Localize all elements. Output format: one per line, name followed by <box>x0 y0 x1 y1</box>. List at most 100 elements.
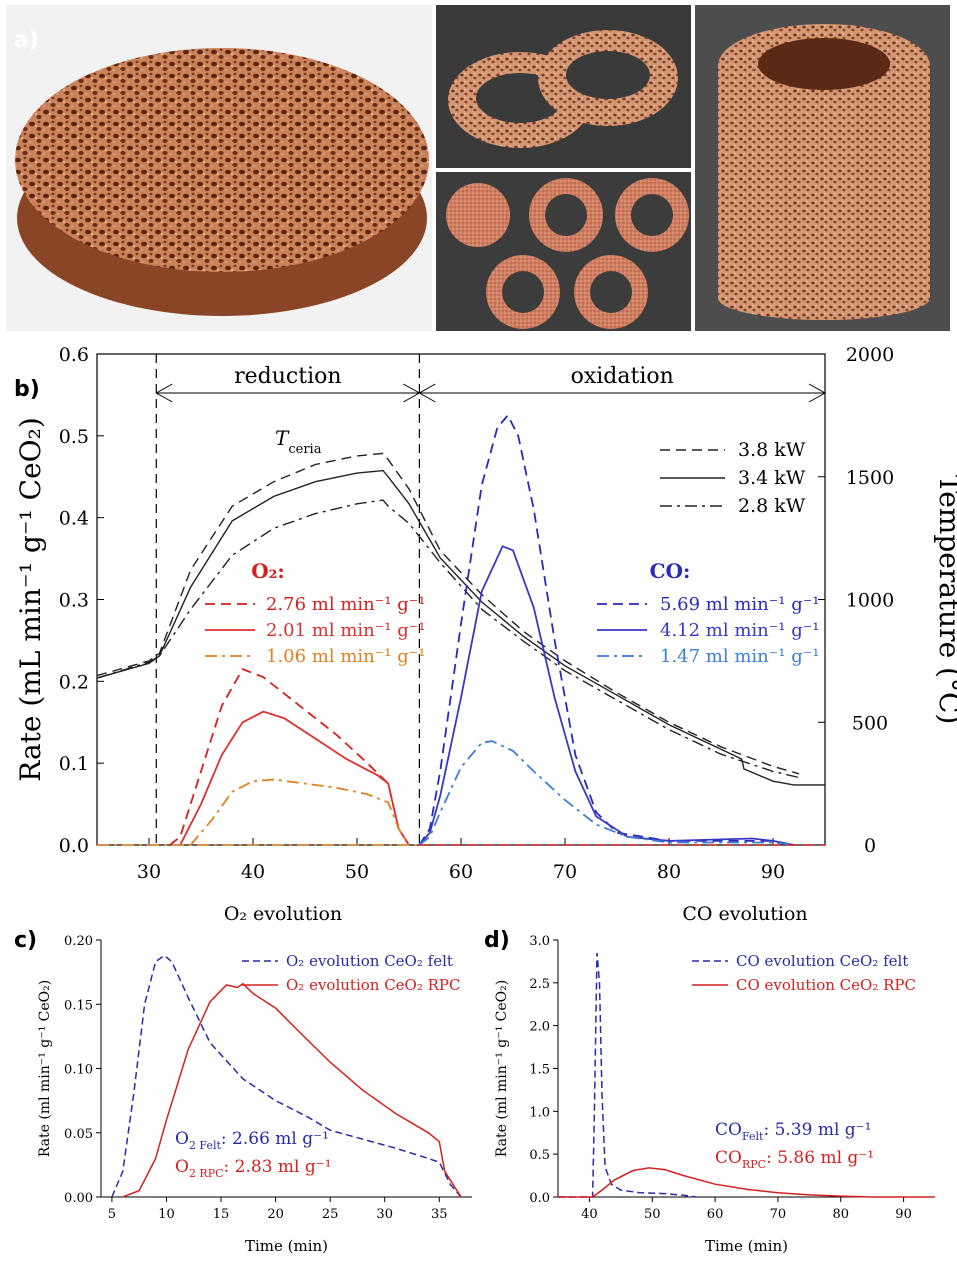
y-tick-label: 0.1 <box>59 753 89 775</box>
annotation-subscript: Felt <box>742 1130 764 1143</box>
co-legend-label: 5.69 ml min⁻¹ g⁻¹ <box>660 594 819 615</box>
x-tick-label: 60 <box>449 861 473 883</box>
felt-ring-hole <box>545 194 587 236</box>
y-tick-label: 0.2 <box>59 671 89 693</box>
y-tick-label: 2.0 <box>529 1020 550 1035</box>
annotation-species: O <box>175 1157 189 1177</box>
felt-ring-hole <box>590 271 632 313</box>
o2-legend-label: 1.06 ml min⁻¹ g⁻¹ <box>266 646 425 667</box>
series-line <box>122 982 462 1198</box>
panel-c-chart: O₂ evolution 5 10 15 20 25 30 35 0.00 0.05 0.10 0.1… <box>14 903 472 1255</box>
x-tick-label: 40 <box>581 1207 598 1222</box>
y-tick-label: 0.5 <box>529 1148 550 1163</box>
temp-symbol: T <box>275 426 290 450</box>
panel-d-chart: CO evolution 40 50 60 70 80 90 0.0 0.5 1.0 1.5 2.0 2… <box>484 903 935 1255</box>
foam-disk-top <box>15 48 429 272</box>
legend-label: O₂ evolution CeO₂ RPC <box>286 976 461 994</box>
x-tick-label: 20 <box>267 1207 284 1222</box>
y-tick-label: 1.5 <box>529 1063 550 1078</box>
annotation-value: : 2.83 ml g⁻¹ <box>224 1157 332 1177</box>
annotation-subscript: RPC <box>742 1158 766 1171</box>
annotation-value: : 5.39 ml g⁻¹ <box>763 1120 871 1140</box>
y-axis-label: Rate (mL min⁻¹ g⁻¹ CeO₂) <box>14 417 47 781</box>
y2-tick-label: 1000 <box>846 590 894 612</box>
felt-ring-hole <box>631 194 673 236</box>
oxidation-arrow-head-left <box>418 383 436 403</box>
integral-annotation: COFelt: 5.39 ml g⁻¹ <box>715 1120 871 1143</box>
legend-label: CO evolution CeO₂ RPC <box>736 976 916 994</box>
panel-label-a: a) <box>14 28 39 53</box>
x-tick-label: 90 <box>761 861 785 883</box>
y-tick-label: 1.0 <box>529 1105 550 1120</box>
co-legend-label: 1.47 ml min⁻¹ g⁻¹ <box>660 646 819 667</box>
y-tick-label: 3.0 <box>529 934 550 949</box>
series-line <box>558 1167 935 1198</box>
x-tick-label: 70 <box>553 861 577 883</box>
panel-title: O₂ evolution <box>224 903 342 925</box>
power-legend-label: 2.8 kW <box>738 495 806 517</box>
y-tick-label: 0.05 <box>64 1127 93 1142</box>
panel-a-photos: a) <box>6 5 950 331</box>
x-tick-label: 80 <box>657 861 681 883</box>
temperature-line-2.8kW <box>96 499 800 779</box>
oxidation-label: oxidation <box>571 364 674 389</box>
y-tick-label: 0.0 <box>529 1191 550 1206</box>
y2-tick-label: 2000 <box>846 344 894 366</box>
x-tick-label: 90 <box>895 1207 912 1222</box>
x-tick-label: 5 <box>108 1207 116 1222</box>
co-line <box>418 545 794 846</box>
temperature-line-3.8kW <box>96 452 800 775</box>
annotation-species: CO <box>715 1120 742 1140</box>
y-tick-label: 0.0 <box>59 835 89 857</box>
x-tick-label: 15 <box>213 1207 230 1222</box>
temperature-curve-label: Tceria <box>275 426 322 457</box>
co-legend-label: 4.12 ml min⁻¹ g⁻¹ <box>660 620 819 641</box>
y-tick-label: 0.4 <box>59 508 89 530</box>
panel-b-chart: 30 40 50 60 70 80 90 0.0 0.1 0.2 0.3 0.4 0.5 0.6 0 500 1… <box>14 344 957 883</box>
y2-tick-label: 500 <box>852 712 888 734</box>
x-tick-label: 30 <box>137 861 161 883</box>
oxidation-arrow-head-right <box>808 383 827 403</box>
legend-label: O₂ evolution CeO₂ felt <box>286 952 453 970</box>
temperature-line-3.4kW <box>96 469 825 786</box>
felt-disk <box>446 183 510 247</box>
x-tick-label: 30 <box>376 1207 393 1222</box>
o2-line <box>189 778 410 846</box>
foam-ring-right-hole <box>566 51 650 99</box>
annotation-species: CO <box>715 1148 742 1168</box>
annotation-species: O <box>175 1129 189 1149</box>
x-tick-label: 80 <box>832 1207 849 1222</box>
annotation-subscript: 2 Felt <box>189 1139 222 1152</box>
annotation-value: : 2.66 ml g⁻¹ <box>221 1129 329 1149</box>
power-legend-label: 3.8 kW <box>738 439 806 461</box>
integral-annotation: CORPC: 5.86 ml g⁻¹ <box>715 1148 874 1171</box>
x-tick-label: 40 <box>241 861 265 883</box>
x-tick-label: 10 <box>158 1207 175 1222</box>
series-line <box>558 952 697 1198</box>
panel-label-d: d) <box>484 928 510 953</box>
reduction-arrow-head-left <box>155 383 173 403</box>
panel-label-c: c) <box>14 928 37 953</box>
y-tick-label: 0.3 <box>59 590 89 612</box>
co-legend-title: CO: <box>650 559 691 583</box>
series-line <box>111 954 462 1198</box>
power-legend-label: 3.4 kW <box>738 467 806 489</box>
panel-label-b: b) <box>14 377 40 402</box>
x-tick-label: 50 <box>644 1207 661 1222</box>
temp-subscript: ceria <box>288 442 321 457</box>
y2-tick-label: 0 <box>864 835 876 857</box>
x-tick-label: 70 <box>770 1207 787 1222</box>
y2-axis-label: Temperature (°C) <box>933 475 957 725</box>
y-tick-label: 0.00 <box>64 1191 93 1206</box>
y-tick-label: 0.20 <box>64 934 93 949</box>
legend-label: CO evolution CeO₂ felt <box>736 952 908 970</box>
y-axis-label: Rate (ml min⁻¹ g⁻¹ CeO₂) <box>494 980 510 1157</box>
x-axis-label: Time (min) <box>245 1237 328 1255</box>
felt-ring-hole <box>502 271 544 313</box>
y-axis-label: Rate (ml min⁻¹ g⁻¹ CeO₂) <box>37 980 53 1157</box>
o2-legend-label: 2.76 ml min⁻¹ g⁻¹ <box>266 594 425 615</box>
y-tick-label: 0.5 <box>59 426 89 448</box>
y-tick-label: 2.5 <box>529 977 550 992</box>
x-tick-label: 25 <box>322 1207 339 1222</box>
